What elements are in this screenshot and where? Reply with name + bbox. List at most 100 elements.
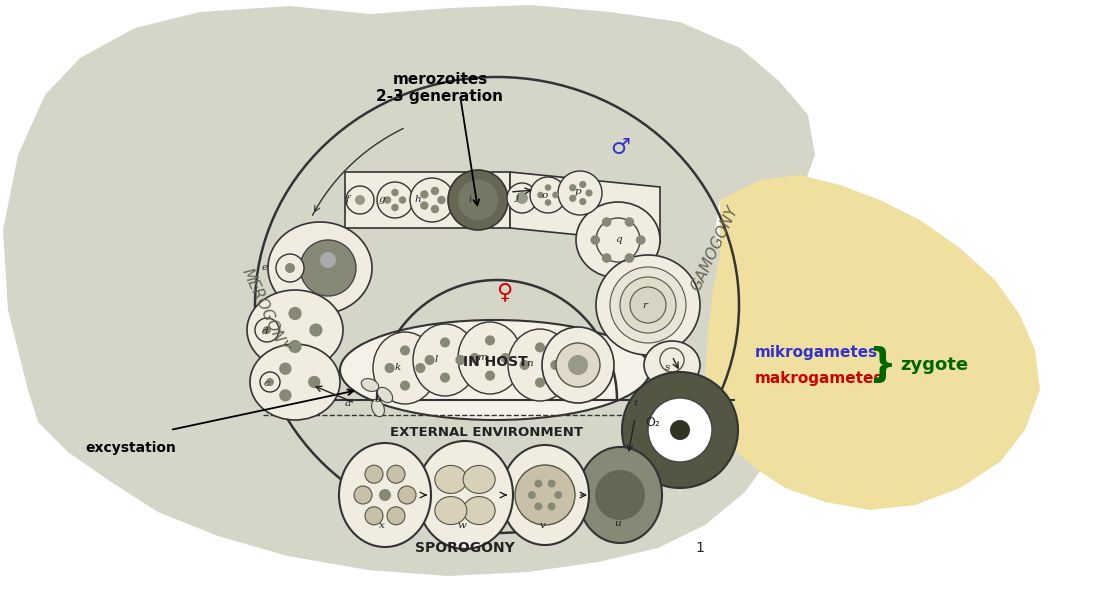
Circle shape: [266, 378, 274, 386]
Circle shape: [670, 420, 690, 440]
Text: a: a: [345, 399, 351, 408]
Circle shape: [378, 182, 413, 218]
Circle shape: [500, 353, 510, 363]
Circle shape: [279, 362, 292, 375]
Text: GAMOGONY: GAMOGONY: [689, 203, 742, 293]
Circle shape: [391, 188, 399, 196]
Circle shape: [570, 184, 576, 191]
Circle shape: [529, 177, 566, 213]
Text: excystation: excystation: [85, 441, 175, 455]
Text: s: s: [666, 364, 670, 373]
Text: n: n: [527, 359, 533, 367]
Text: k: k: [395, 364, 401, 373]
Ellipse shape: [542, 327, 614, 403]
Text: makrogametes: makrogametes: [755, 370, 884, 385]
Text: mikrogametes: mikrogametes: [755, 344, 878, 359]
Polygon shape: [3, 5, 836, 576]
Ellipse shape: [596, 255, 700, 355]
Circle shape: [556, 343, 600, 387]
Circle shape: [469, 353, 479, 363]
Text: EXTERNAL ENVIRONMENT: EXTERNAL ENVIRONMENT: [391, 425, 583, 439]
Circle shape: [516, 192, 528, 204]
Polygon shape: [510, 172, 660, 243]
Circle shape: [262, 326, 271, 334]
Circle shape: [558, 171, 602, 215]
Circle shape: [535, 342, 545, 353]
Circle shape: [622, 372, 738, 488]
Text: x: x: [379, 521, 385, 530]
Circle shape: [554, 491, 562, 499]
Ellipse shape: [268, 222, 372, 314]
Circle shape: [384, 196, 391, 204]
Circle shape: [602, 217, 611, 226]
Text: t: t: [633, 399, 637, 408]
Ellipse shape: [464, 496, 495, 524]
Circle shape: [285, 263, 295, 273]
Text: p: p: [574, 187, 581, 196]
Circle shape: [309, 323, 323, 336]
Ellipse shape: [413, 324, 477, 396]
Text: r: r: [642, 301, 648, 309]
Polygon shape: [705, 175, 1040, 510]
Text: l: l: [435, 356, 438, 364]
Ellipse shape: [435, 496, 467, 524]
Circle shape: [420, 201, 429, 210]
Ellipse shape: [458, 322, 522, 394]
Circle shape: [570, 194, 576, 202]
Circle shape: [346, 186, 374, 214]
Text: g: g: [379, 196, 385, 205]
Ellipse shape: [577, 447, 662, 543]
Circle shape: [610, 267, 686, 343]
Circle shape: [458, 180, 498, 220]
Circle shape: [545, 199, 552, 206]
Circle shape: [420, 190, 429, 199]
Circle shape: [547, 503, 555, 510]
Circle shape: [386, 507, 405, 525]
Text: e: e: [262, 263, 268, 272]
Circle shape: [448, 170, 508, 230]
Circle shape: [365, 465, 383, 483]
Text: merozoites
2-3 generation: merozoites 2-3 generation: [376, 72, 504, 104]
Circle shape: [400, 345, 410, 355]
Circle shape: [399, 196, 407, 204]
Circle shape: [354, 486, 372, 504]
Circle shape: [288, 307, 302, 320]
Text: i: i: [468, 196, 471, 205]
Text: o: o: [542, 190, 548, 199]
Text: IN HOST: IN HOST: [462, 355, 527, 369]
Circle shape: [431, 187, 439, 195]
Circle shape: [410, 178, 454, 222]
Ellipse shape: [338, 443, 431, 547]
Circle shape: [456, 355, 466, 365]
Circle shape: [591, 235, 600, 245]
Circle shape: [528, 491, 536, 499]
Circle shape: [648, 398, 712, 462]
Circle shape: [580, 181, 586, 188]
Circle shape: [255, 318, 279, 342]
Text: MEROGONY: MEROGONY: [239, 266, 290, 354]
Text: SPOROGONY: SPOROGONY: [416, 541, 515, 555]
Circle shape: [431, 205, 439, 213]
Circle shape: [485, 335, 495, 345]
Text: O₂: O₂: [645, 416, 660, 428]
Text: zygote: zygote: [900, 356, 968, 374]
Circle shape: [545, 184, 552, 191]
Circle shape: [547, 480, 555, 487]
Circle shape: [391, 204, 399, 211]
Circle shape: [379, 489, 391, 501]
Circle shape: [602, 253, 611, 263]
Text: j: j: [516, 193, 519, 202]
Circle shape: [355, 195, 365, 205]
Text: m: m: [477, 353, 487, 362]
Ellipse shape: [361, 379, 379, 391]
Circle shape: [319, 252, 336, 268]
Circle shape: [398, 486, 416, 504]
Circle shape: [537, 191, 544, 198]
Circle shape: [620, 277, 676, 333]
Circle shape: [365, 507, 383, 525]
Ellipse shape: [576, 202, 660, 278]
Circle shape: [440, 338, 450, 347]
Circle shape: [630, 287, 666, 323]
Circle shape: [276, 254, 304, 282]
Circle shape: [386, 465, 405, 483]
